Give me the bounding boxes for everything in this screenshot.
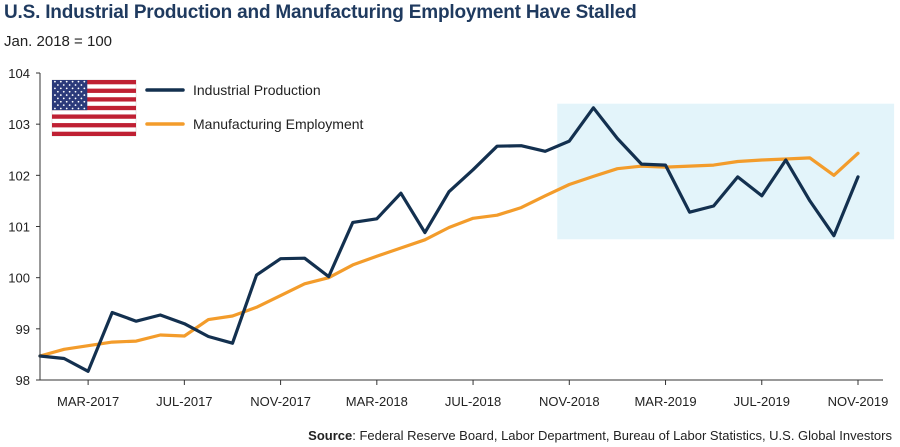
x-tick-label: NOV-2019 <box>828 394 889 409</box>
y-tick-label: 99 <box>16 322 30 337</box>
y-tick-label: 103 <box>8 117 30 132</box>
us-flag-icon <box>51 79 137 137</box>
x-tick-label: MAR-2018 <box>346 394 408 409</box>
x-tick-label: JUL-2018 <box>445 394 501 409</box>
legend-label: Industrial Production <box>193 82 321 98</box>
y-tick-label: 101 <box>8 220 30 235</box>
chart-title: U.S. Industrial Production and Manufactu… <box>4 2 637 23</box>
x-tick-label: NOV-2017 <box>250 394 311 409</box>
x-tick-label: MAR-2017 <box>57 394 119 409</box>
y-tick-label: 100 <box>8 271 30 286</box>
x-tick-label: JUL-2019 <box>734 394 790 409</box>
chart-subtitle: Jan. 2018 = 100 <box>4 33 113 50</box>
source-label: Source <box>308 428 353 443</box>
x-tick-label: NOV-2018 <box>539 394 600 409</box>
y-tick-label: 98 <box>16 373 30 388</box>
y-tick-label: 102 <box>8 168 30 183</box>
manufacturing-employment-line <box>38 151 860 358</box>
y-tick-label: 104 <box>8 66 30 81</box>
source-text: : Federal Reserve Board, Labor Departmen… <box>352 428 892 443</box>
x-tick-label: MAR-2019 <box>634 394 696 409</box>
legend-label: Manufacturing Employment <box>193 116 364 132</box>
industrial-production-line <box>38 106 860 373</box>
legend: Industrial Production Manufacturing Emplo… <box>51 79 364 137</box>
source-note: Source: Federal Reserve Board, Labor Dep… <box>308 428 892 443</box>
x-tick-label: JUL-2017 <box>156 394 212 409</box>
